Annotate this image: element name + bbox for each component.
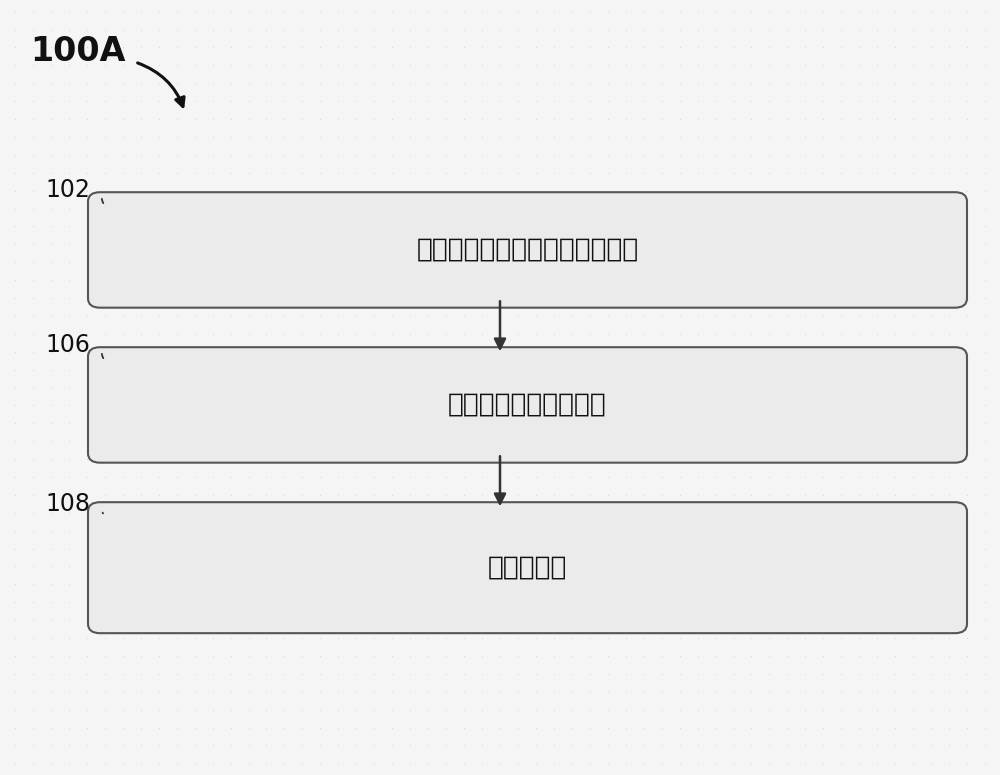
FancyBboxPatch shape — [88, 347, 967, 463]
Text: 100A: 100A — [30, 35, 126, 68]
Text: 将玻璃衬底暴露于高温: 将玻璃衬底暴露于高温 — [448, 392, 607, 418]
Text: 沉积金属层: 沉积金属层 — [488, 555, 567, 580]
Text: 102: 102 — [45, 178, 90, 202]
Text: 108: 108 — [45, 492, 90, 515]
FancyBboxPatch shape — [88, 192, 967, 308]
FancyBboxPatch shape — [88, 502, 967, 633]
Text: 106: 106 — [45, 333, 90, 356]
Text: 在玻璃衬底中形成至少两个通孔: 在玻璃衬底中形成至少两个通孔 — [416, 237, 639, 263]
